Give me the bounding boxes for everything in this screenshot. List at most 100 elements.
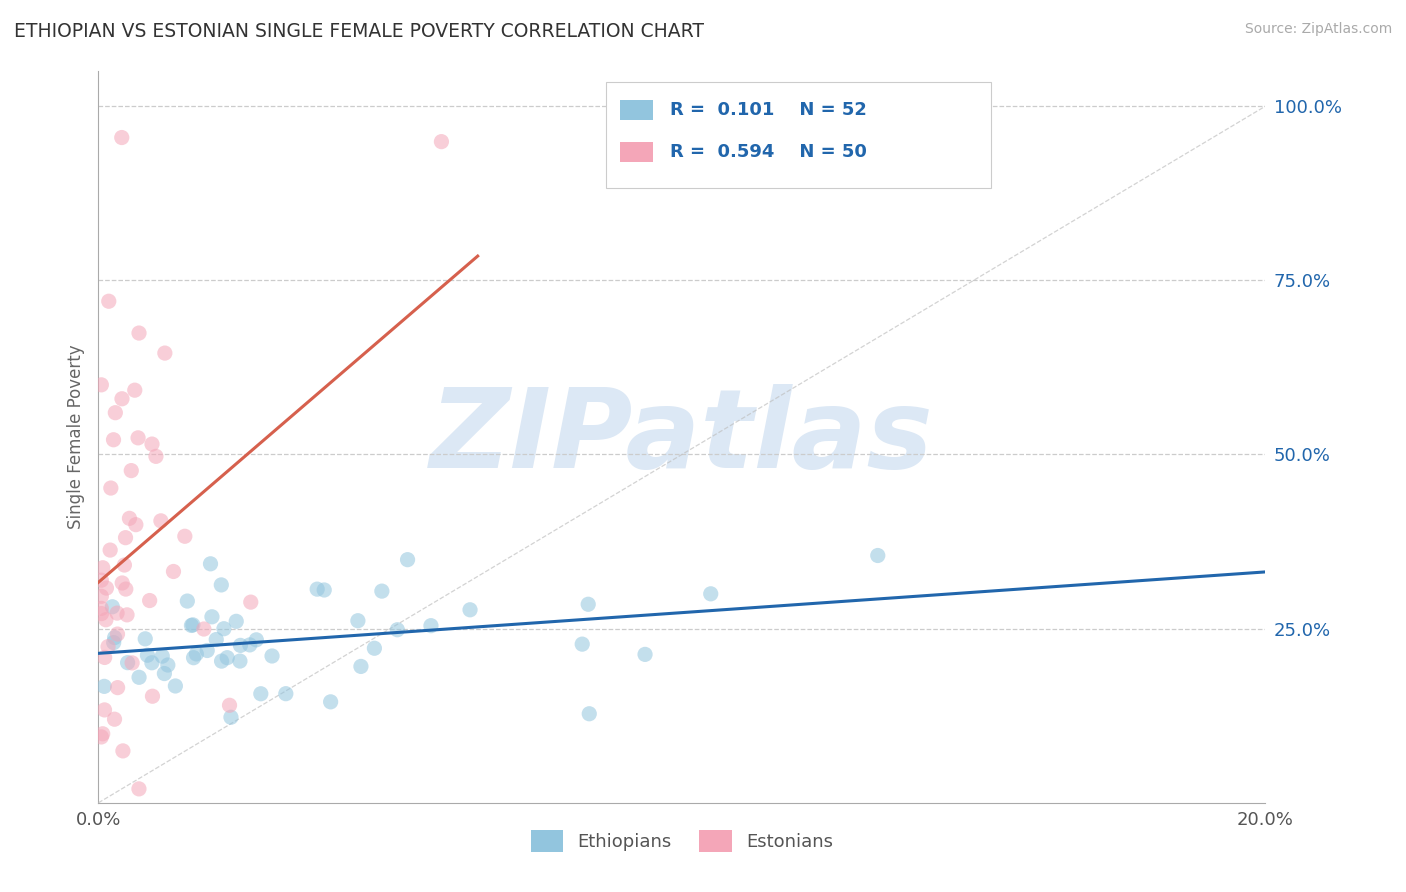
- Point: [162, 565, 184, 579]
- Point: [205, 632, 228, 647]
- Point: [125, 517, 148, 532]
- Point: [239, 638, 262, 652]
- Point: [136, 648, 159, 663]
- Point: [260, 648, 283, 663]
- Point: [91, 560, 114, 574]
- Point: [571, 637, 593, 651]
- Point: [700, 587, 723, 601]
- Point: [578, 706, 600, 721]
- Point: [363, 641, 385, 656]
- Point: [111, 392, 134, 406]
- Point: [211, 654, 233, 668]
- Point: [420, 618, 443, 632]
- Point: [218, 698, 240, 713]
- Point: [274, 687, 297, 701]
- Point: [94, 613, 117, 627]
- Point: [97, 640, 120, 654]
- Point: [114, 531, 136, 545]
- Point: [387, 623, 409, 637]
- Point: [141, 656, 163, 670]
- Legend: Ethiopians, Estonians: Ethiopians, Estonians: [523, 823, 841, 860]
- Point: [319, 695, 342, 709]
- Point: [90, 589, 112, 603]
- Point: [93, 679, 115, 693]
- Text: ZIPatlas: ZIPatlas: [430, 384, 934, 491]
- Point: [173, 529, 195, 543]
- Point: [193, 622, 215, 636]
- Point: [93, 650, 115, 665]
- Point: [149, 514, 172, 528]
- Point: [165, 679, 187, 693]
- Point: [350, 659, 373, 673]
- Point: [103, 433, 125, 447]
- Text: Source: ZipAtlas.com: Source: ZipAtlas.com: [1244, 22, 1392, 37]
- Point: [314, 582, 336, 597]
- Point: [396, 552, 419, 566]
- Point: [239, 595, 262, 609]
- Point: [217, 650, 239, 665]
- Point: [118, 511, 141, 525]
- Point: [90, 377, 112, 392]
- FancyBboxPatch shape: [620, 100, 652, 120]
- Y-axis label: Single Female Poverty: Single Female Poverty: [66, 345, 84, 529]
- Point: [219, 710, 242, 724]
- Point: [115, 607, 138, 622]
- FancyBboxPatch shape: [606, 82, 991, 188]
- Point: [128, 326, 150, 340]
- Point: [141, 437, 163, 451]
- Point: [90, 601, 112, 615]
- Point: [138, 593, 160, 607]
- Point: [90, 730, 112, 744]
- Point: [103, 712, 125, 726]
- Point: [134, 632, 156, 646]
- Point: [229, 639, 252, 653]
- Point: [866, 549, 889, 563]
- Point: [201, 609, 224, 624]
- Point: [145, 450, 167, 464]
- Text: R =  0.101    N = 52: R = 0.101 N = 52: [671, 101, 868, 120]
- Point: [107, 627, 129, 641]
- Point: [176, 594, 198, 608]
- Point: [91, 727, 114, 741]
- Point: [634, 648, 657, 662]
- Point: [183, 650, 205, 665]
- Point: [97, 294, 120, 309]
- Point: [576, 597, 599, 611]
- Point: [124, 383, 146, 397]
- Point: [212, 622, 235, 636]
- Point: [103, 635, 125, 649]
- Point: [128, 670, 150, 684]
- Point: [111, 130, 134, 145]
- Point: [90, 607, 112, 621]
- Point: [209, 578, 232, 592]
- Point: [150, 649, 173, 664]
- Point: [186, 647, 208, 661]
- Point: [347, 614, 370, 628]
- Point: [195, 643, 218, 657]
- Point: [100, 481, 122, 495]
- Point: [141, 690, 163, 704]
- Point: [245, 632, 267, 647]
- Point: [153, 346, 176, 360]
- Point: [93, 703, 115, 717]
- Point: [112, 558, 135, 572]
- Point: [430, 135, 453, 149]
- FancyBboxPatch shape: [620, 142, 652, 162]
- Point: [111, 744, 134, 758]
- Point: [371, 584, 394, 599]
- Point: [458, 603, 481, 617]
- Point: [105, 606, 128, 620]
- Point: [307, 582, 329, 596]
- Point: [98, 543, 121, 558]
- Point: [121, 656, 143, 670]
- Point: [229, 654, 252, 668]
- Point: [90, 573, 112, 587]
- Point: [200, 557, 222, 571]
- Point: [249, 687, 271, 701]
- Point: [156, 658, 179, 673]
- Text: ETHIOPIAN VS ESTONIAN SINGLE FEMALE POVERTY CORRELATION CHART: ETHIOPIAN VS ESTONIAN SINGLE FEMALE POVE…: [14, 22, 704, 41]
- Point: [101, 599, 124, 614]
- Point: [120, 464, 142, 478]
- Point: [153, 666, 176, 681]
- Point: [225, 615, 247, 629]
